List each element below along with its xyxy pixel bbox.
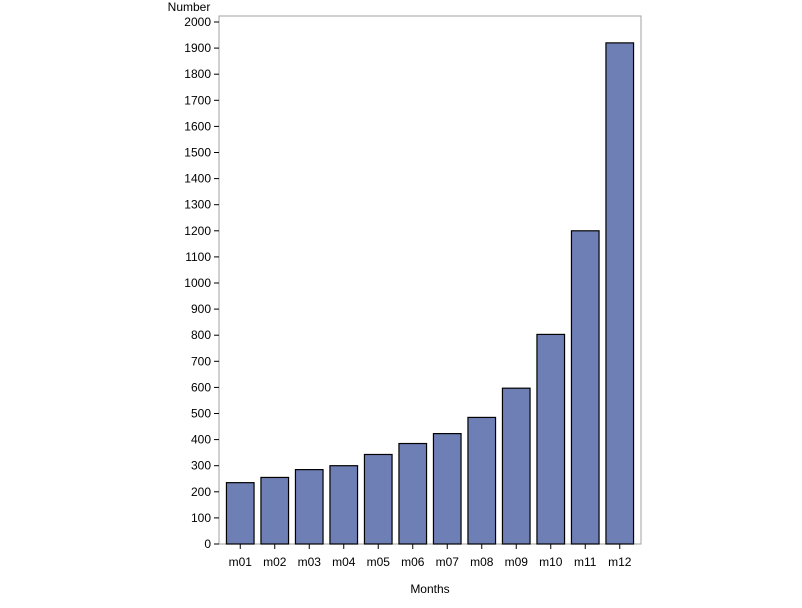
x-axis-title: Months (410, 582, 449, 596)
x-tick-label: m01 (229, 555, 253, 569)
y-tick-label: 500 (191, 407, 211, 421)
bar-m01 (225, 482, 255, 545)
bar-m07 (432, 432, 462, 545)
y-tick-label: 800 (191, 328, 211, 342)
y-tick-label: 900 (191, 302, 211, 316)
bar-m03 (294, 469, 324, 545)
bar-m10 (536, 333, 566, 545)
x-axis: m01 m02 m03 m04 m05 m06 m07 m08 m09 m10 m11 m12 (229, 544, 632, 569)
y-axis: 0 100 200 300 400 500 600 700 800 900 1000 1100 1200… (184, 15, 219, 551)
y-tick-label: 700 (191, 354, 211, 368)
x-tick-label: m04 (332, 555, 356, 569)
x-tick-label: m12 (608, 555, 632, 569)
bar-m09 (501, 387, 531, 545)
x-tick-label: m06 (401, 555, 425, 569)
y-tick-label: 1100 (185, 250, 211, 264)
y-tick-label: 100 (191, 511, 211, 525)
y-tick-label: 0 (204, 537, 211, 551)
x-tick-label: m02 (263, 555, 287, 569)
bar-m11 (570, 230, 600, 545)
y-tick-label: 1400 (184, 172, 211, 186)
y-tick-label: 1200 (184, 224, 211, 238)
y-tick-label: 1600 (184, 119, 211, 133)
plot-frame (218, 15, 642, 545)
y-tick-label: 1900 (184, 41, 211, 55)
y-tick-label: 200 (191, 485, 211, 499)
y-tick-label: 400 (191, 433, 211, 447)
y-tick-label: 2000 (184, 15, 211, 29)
bar-m06 (398, 442, 428, 545)
y-tick-label: 1300 (184, 198, 211, 212)
y-tick-label: 1700 (184, 93, 211, 107)
x-tick-label: m03 (298, 555, 322, 569)
y-tick-label: 300 (191, 459, 211, 473)
y-tick-label: 600 (191, 380, 211, 394)
bar-m02 (260, 476, 290, 545)
x-tick-label: m11 (574, 555, 597, 569)
x-tick-label: m10 (539, 555, 563, 569)
bar-m04 (329, 465, 359, 545)
bars (225, 42, 635, 545)
y-tick-label: 1500 (184, 146, 211, 160)
y-tick-label: 1000 (184, 276, 211, 290)
bar-m12 (605, 42, 635, 545)
y-tick-label: 1800 (184, 67, 211, 81)
x-tick-label: m07 (436, 555, 460, 569)
bar-m08 (467, 416, 497, 545)
x-tick-label: m09 (505, 555, 529, 569)
x-tick-label: m08 (470, 555, 494, 569)
x-tick-label: m05 (367, 555, 391, 569)
bar-m05 (363, 453, 393, 545)
y-axis-title: Number (168, 0, 211, 14)
